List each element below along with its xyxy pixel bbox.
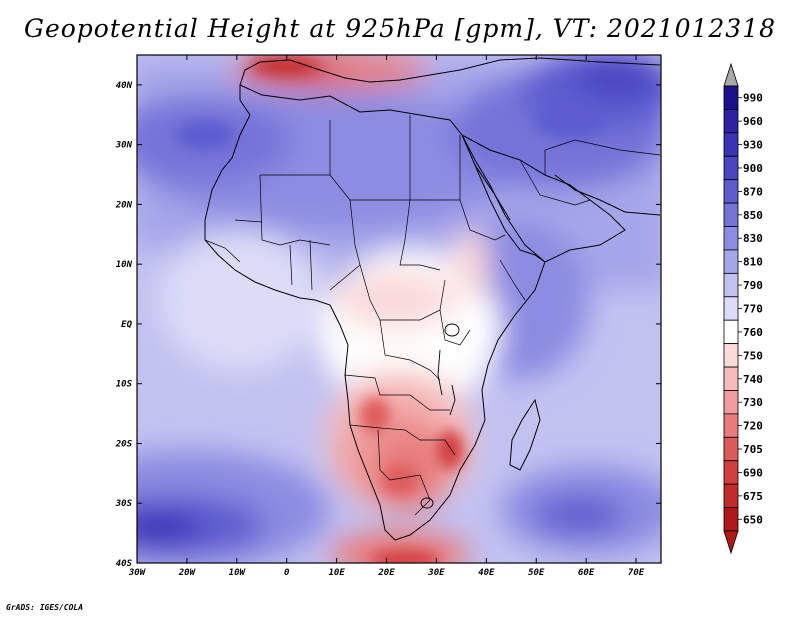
colorbar-swatch [723,413,739,438]
height-field [137,55,661,563]
colorbar-label: 960 [743,115,763,128]
colorbar-swatch [723,155,739,181]
colorbar-label: 770 [743,303,763,316]
plot-frame [136,54,662,564]
longitude-label: 20E [377,568,395,578]
colorbar-swatch [723,85,739,110]
colorbar-swatch [723,319,739,345]
latitude-label: 20S [115,439,133,449]
colorbar-swatch [723,483,739,508]
colorbar-swatch [723,507,739,532]
colorbar-label: 675 [743,490,763,503]
colorbar-label: 720 [743,420,763,433]
colorbar-swatch [723,226,739,251]
colorbar-swatch [723,179,739,204]
colorbar-swatch [723,343,739,368]
latitude-labels: 40N 30N 20N 10N EQ 10S 20S 30S 40S [115,81,133,569]
latitude-label: 30N [115,141,133,151]
colorbar-swatch [723,249,739,274]
country-borders [204,115,661,516]
colorbar-swatch [723,272,739,298]
colorbar-label: 870 [743,185,763,198]
colorbar-label: 750 [743,349,763,362]
colorbar-label: 760 [743,326,763,339]
longitude-label: 20W [178,568,197,578]
latitude-label: 30S [115,499,133,509]
colorbar-label: 705 [743,443,763,456]
latitude-label: 20N [115,200,133,210]
colorbar-swatch [723,132,739,157]
longitude-label: 60E [578,568,595,578]
longitude-label: 70E [628,568,645,578]
colorbar-swatch [723,109,739,134]
latitude-label: 10S [116,380,133,390]
longitude-label: 0 [284,568,290,578]
credit-text: GrADS: IGES/COLA [6,603,84,612]
colorbar-swatch [723,460,739,485]
longitude-label: 30W [128,568,147,578]
longitude-label: 40E [478,568,495,578]
colorbar-label: 790 [743,279,763,292]
colorbar-top-arrow [723,62,739,87]
longitude-ticks [136,55,637,563]
colorbar-swatch [723,366,739,391]
colorbar: 990 960 930 900 870 850 830 810 790 770 760 750 740 7… [723,62,763,555]
colorbar-swatch [723,390,739,415]
colorbar-label: 930 [743,139,763,152]
longitude-label: 30E [427,568,445,578]
map-title: Geopotential Height at 925hPa [gpm], VT:… [23,14,777,43]
colorbar-label: 900 [743,162,763,175]
colorbar-swatch [723,436,739,462]
latitude-ticks [137,84,661,564]
colorbar-label: 650 [743,513,763,526]
lakes [420,323,460,509]
colorbar-bottom-arrow [723,530,739,555]
longitude-labels: 30W 20W 10W 0 10E 20E 30E 40E 50E 60E 70E [128,568,645,578]
longitude-label: 50E [528,568,545,578]
colorbar-label: 740 [743,373,763,386]
latitude-label: 10N [116,260,133,270]
latitude-label: 40N [116,81,133,91]
colorbar-label: 850 [743,209,763,222]
colorbar-label: 730 [743,396,763,409]
colorbar-label: 830 [743,232,763,245]
colorbar-label: 690 [743,466,763,479]
colorbar-label: 810 [743,256,763,269]
colorbar-label: 990 [743,92,763,105]
latitude-label: EQ [121,320,132,330]
longitude-label: 10W [229,568,247,578]
colorbar-swatch [723,296,739,321]
colorbar-swatch [723,202,739,227]
latitude-label: 40S [116,559,133,569]
coastlines [204,57,661,541]
longitude-label: 10E [328,568,345,578]
